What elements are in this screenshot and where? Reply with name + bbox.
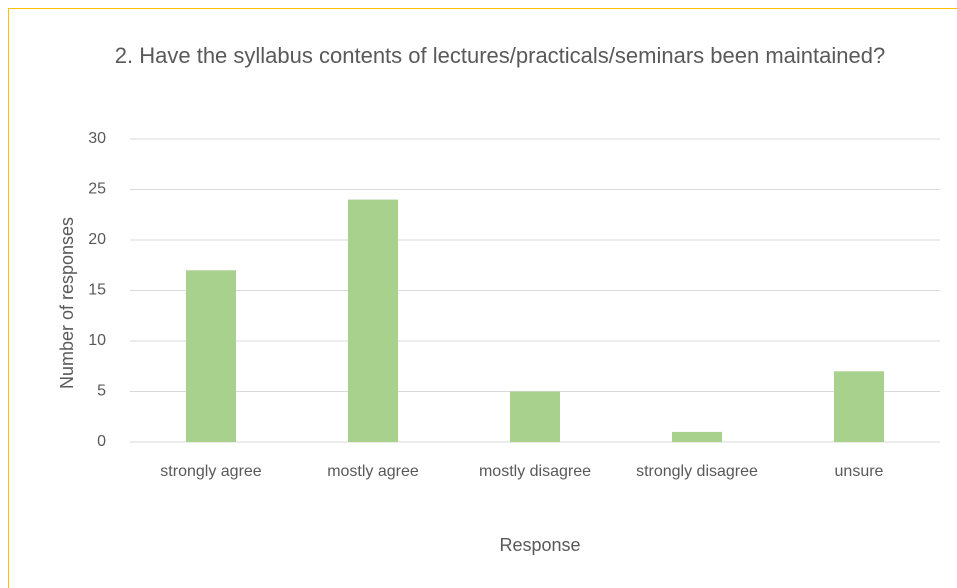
x-tick-label: strongly disagree (636, 463, 758, 480)
y-tick-label: 15 (88, 282, 106, 299)
bar (186, 270, 236, 442)
bar (510, 391, 560, 442)
x-tick-label: unsure (834, 463, 884, 480)
bar (834, 371, 884, 442)
x-axis-label: Response (499, 535, 581, 555)
y-tick-label: 0 (97, 433, 106, 450)
chart-border (8, 8, 957, 588)
bar (672, 431, 722, 442)
y-tick-label: 5 (97, 383, 106, 400)
y-tick-label: 25 (88, 181, 106, 198)
x-tick-label: mostly agree (327, 463, 419, 480)
bar (348, 199, 398, 442)
x-tick-label: strongly agree (160, 463, 262, 480)
y-tick-label: 30 (88, 130, 106, 147)
y-tick-label: 10 (88, 332, 106, 349)
chart-title: 2. Have the syllabus contents of lecture… (114, 43, 886, 68)
y-tick-label: 20 (88, 231, 106, 248)
x-tick-label: mostly disagree (478, 463, 592, 480)
y-axis-label: Number of responses (57, 217, 77, 389)
